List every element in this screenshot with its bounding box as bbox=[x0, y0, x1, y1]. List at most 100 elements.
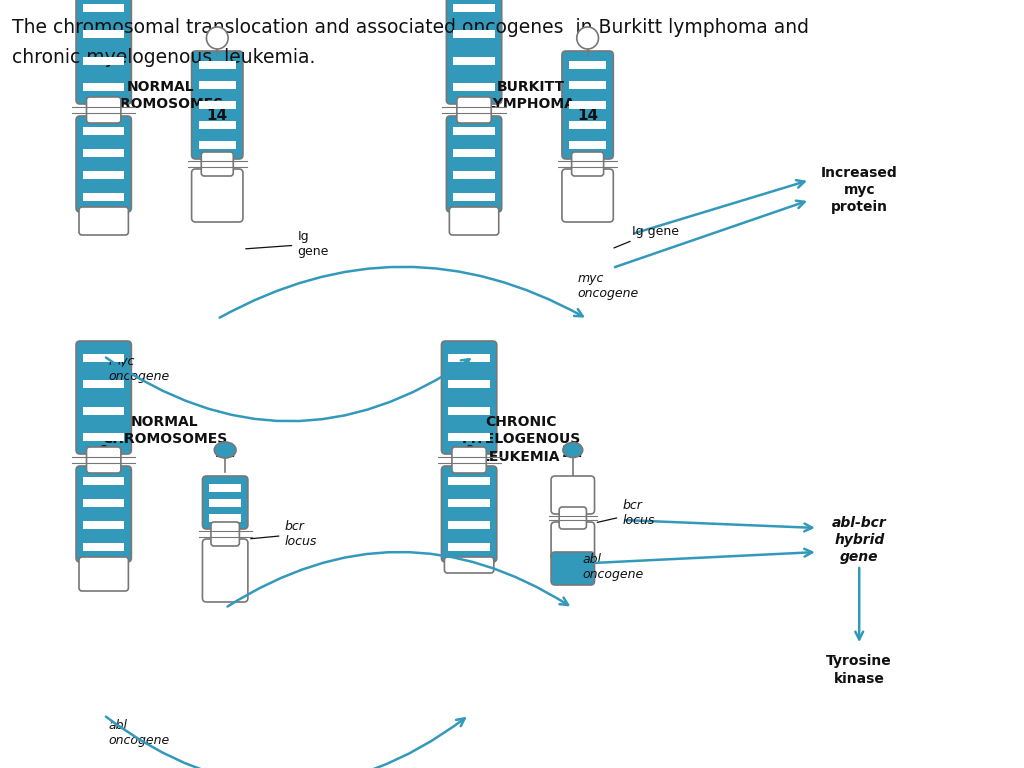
Text: Tyrosine
kinase: Tyrosine kinase bbox=[826, 654, 892, 686]
Bar bbox=[449, 477, 489, 485]
Bar bbox=[83, 354, 125, 362]
FancyBboxPatch shape bbox=[551, 522, 595, 560]
Bar bbox=[83, 171, 125, 179]
Bar bbox=[449, 380, 489, 389]
Bar bbox=[209, 514, 241, 521]
Bar bbox=[83, 499, 125, 507]
FancyBboxPatch shape bbox=[79, 207, 128, 235]
FancyBboxPatch shape bbox=[559, 507, 587, 529]
FancyBboxPatch shape bbox=[441, 341, 497, 454]
Bar bbox=[199, 121, 237, 129]
FancyBboxPatch shape bbox=[452, 447, 486, 473]
FancyArrowPatch shape bbox=[227, 552, 568, 607]
Bar bbox=[83, 543, 125, 551]
Text: BURKITT
LYMPHOMA: BURKITT LYMPHOMA bbox=[486, 80, 575, 111]
Text: 8: 8 bbox=[469, 108, 479, 123]
Text: bcr
locus: bcr locus bbox=[597, 499, 654, 527]
Bar bbox=[569, 141, 606, 149]
FancyBboxPatch shape bbox=[76, 341, 131, 454]
Bar bbox=[83, 4, 125, 12]
FancyBboxPatch shape bbox=[79, 557, 128, 591]
FancyBboxPatch shape bbox=[191, 51, 243, 159]
FancyBboxPatch shape bbox=[202, 152, 233, 176]
Text: 14: 14 bbox=[207, 108, 227, 123]
Bar bbox=[569, 121, 606, 129]
Text: Ig
gene: Ig gene bbox=[246, 230, 329, 258]
FancyBboxPatch shape bbox=[86, 447, 121, 473]
FancyBboxPatch shape bbox=[441, 466, 497, 562]
Ellipse shape bbox=[214, 442, 237, 458]
FancyBboxPatch shape bbox=[446, 116, 502, 212]
FancyBboxPatch shape bbox=[562, 169, 613, 222]
FancyBboxPatch shape bbox=[571, 152, 603, 176]
Bar bbox=[209, 484, 241, 492]
FancyBboxPatch shape bbox=[203, 476, 248, 529]
Bar bbox=[199, 61, 237, 69]
Text: NORMAL
CHROMOSOMES: NORMAL CHROMOSOMES bbox=[101, 415, 227, 446]
Bar bbox=[199, 141, 237, 149]
Text: Ig gene: Ig gene bbox=[614, 224, 679, 248]
Bar bbox=[83, 149, 125, 157]
Bar bbox=[83, 83, 125, 91]
Bar bbox=[449, 543, 489, 551]
Text: Increased
myc
protein: Increased myc protein bbox=[821, 166, 898, 214]
Bar bbox=[83, 193, 125, 201]
Circle shape bbox=[207, 27, 228, 49]
Text: abl
oncogene: abl oncogene bbox=[109, 719, 170, 747]
Bar bbox=[454, 4, 495, 12]
Bar bbox=[454, 149, 495, 157]
Text: NORMAL
CHROMOSOMES: NORMAL CHROMOSOMES bbox=[98, 80, 223, 111]
Bar bbox=[83, 31, 125, 38]
FancyBboxPatch shape bbox=[76, 466, 131, 562]
Text: 22: 22 bbox=[562, 445, 584, 460]
Bar bbox=[454, 127, 495, 135]
FancyBboxPatch shape bbox=[76, 0, 131, 104]
Ellipse shape bbox=[563, 442, 583, 458]
FancyBboxPatch shape bbox=[86, 97, 121, 123]
Text: 22: 22 bbox=[214, 445, 236, 460]
Text: bcr
locus: bcr locus bbox=[251, 520, 316, 548]
Bar bbox=[449, 521, 489, 529]
Bar bbox=[454, 57, 495, 65]
Bar bbox=[83, 127, 125, 135]
FancyBboxPatch shape bbox=[444, 557, 494, 573]
Text: chronic myelogenous  leukemia.: chronic myelogenous leukemia. bbox=[12, 48, 315, 67]
Text: 9: 9 bbox=[464, 445, 474, 460]
FancyBboxPatch shape bbox=[203, 539, 248, 602]
Bar bbox=[569, 101, 606, 109]
FancyArrowPatch shape bbox=[105, 358, 469, 421]
Bar bbox=[209, 498, 241, 507]
Bar bbox=[83, 380, 125, 389]
Text: 9: 9 bbox=[98, 445, 109, 460]
FancyBboxPatch shape bbox=[191, 169, 243, 222]
Text: myc
oncogene: myc oncogene bbox=[109, 355, 170, 383]
Bar bbox=[449, 354, 489, 362]
Text: 14: 14 bbox=[578, 108, 598, 123]
Bar bbox=[83, 521, 125, 529]
FancyBboxPatch shape bbox=[551, 552, 595, 585]
Bar bbox=[83, 433, 125, 441]
Text: abl
oncogene: abl oncogene bbox=[583, 553, 644, 581]
FancyBboxPatch shape bbox=[457, 97, 492, 123]
Bar bbox=[454, 31, 495, 38]
Circle shape bbox=[577, 27, 598, 49]
FancyBboxPatch shape bbox=[562, 51, 613, 159]
Bar bbox=[454, 193, 495, 201]
Bar bbox=[454, 83, 495, 91]
FancyBboxPatch shape bbox=[450, 207, 499, 235]
Text: abl-bcr
hybrid
gene: abl-bcr hybrid gene bbox=[831, 515, 887, 564]
Bar bbox=[449, 433, 489, 441]
Text: myc
oncogene: myc oncogene bbox=[578, 272, 639, 300]
FancyBboxPatch shape bbox=[551, 476, 595, 514]
Bar bbox=[569, 81, 606, 89]
Bar bbox=[199, 101, 237, 109]
Text: CHRONIC
MYELOGENOUS
LEUKEMIA: CHRONIC MYELOGENOUS LEUKEMIA bbox=[462, 415, 581, 464]
Text: The chromosomal translocation and associated oncogenes  in Burkitt lymphoma and: The chromosomal translocation and associ… bbox=[12, 18, 809, 37]
Bar bbox=[199, 81, 237, 89]
Bar bbox=[83, 477, 125, 485]
Bar bbox=[83, 406, 125, 415]
FancyBboxPatch shape bbox=[76, 116, 131, 212]
Bar bbox=[83, 57, 125, 65]
FancyArrowPatch shape bbox=[105, 717, 465, 768]
Bar bbox=[454, 171, 495, 179]
